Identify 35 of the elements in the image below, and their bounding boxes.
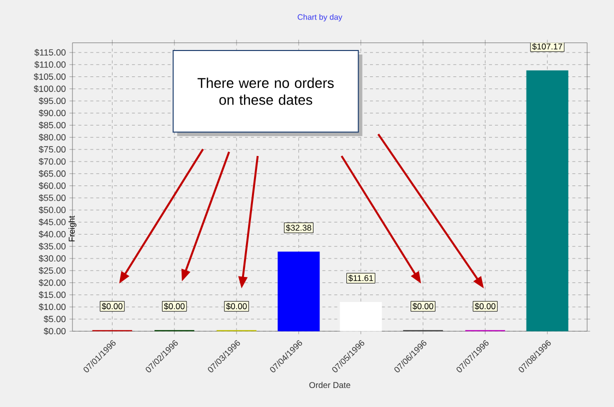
data-label: $11.61 [348, 274, 374, 282]
y-tick-label: $95.00 [38, 97, 66, 105]
y-tick-label: $75.00 [38, 146, 66, 153]
y-tick-label: $90.00 [38, 109, 66, 117]
y-tick-label: $5.00 [44, 315, 66, 323]
y-tick-label: $50.00 [38, 206, 66, 214]
data-label: $107.17 [532, 43, 562, 50]
y-tick-label: $85.00 [38, 122, 66, 129]
y-tick-label: $100.00 [34, 85, 66, 92]
y-tick-label: $0.00 [44, 328, 66, 335]
y-tick-label: $25.00 [38, 266, 66, 274]
y-tick-label: $65.00 [38, 170, 66, 178]
y-tick-label: $15.00 [38, 291, 66, 298]
y-tick-label: $30.00 [38, 254, 66, 262]
data-label: $0.00 [412, 302, 434, 310]
y-axis-title: Freight [68, 216, 76, 242]
y-tick-label: $20.00 [38, 279, 66, 286]
y-tick-label: $115.00 [34, 48, 66, 56]
y-tick-label: $105.00 [34, 73, 66, 80]
y-tick-label: $110.00 [34, 60, 66, 68]
data-label: $0.00 [164, 302, 185, 310]
data-label: $0.00 [474, 302, 496, 310]
y-tick-label: $55.00 [38, 194, 66, 202]
y-tick-label: $70.00 [38, 158, 66, 166]
y-tick-label: $80.00 [38, 134, 66, 141]
annotation: There were no orders on these dates [198, 78, 334, 105]
data-label: $0.00 [226, 302, 247, 310]
y-tick-label: $35.00 [38, 242, 66, 250]
data-label: $0.00 [102, 302, 122, 310]
data-label: $32.38 [286, 224, 312, 232]
y-tick-label: $60.00 [38, 182, 66, 190]
y-tick-label: $45.00 [38, 218, 66, 226]
x-axis-title: Order Date [309, 382, 350, 388]
y-tick-label: $40.00 [38, 230, 66, 238]
y-tick-label: $10.00 [38, 303, 66, 311]
